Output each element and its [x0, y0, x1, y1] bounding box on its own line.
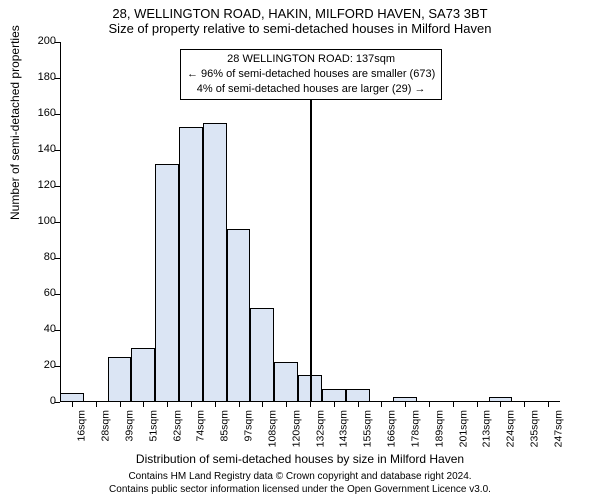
x-tick-mark	[120, 402, 121, 407]
x-tick-mark	[429, 402, 430, 407]
x-tick-mark	[96, 402, 97, 407]
histogram-bar	[179, 127, 203, 402]
histogram-bar	[227, 229, 251, 402]
footer-line-1: Contains HM Land Registry data © Crown c…	[0, 471, 600, 484]
footer-line-2: Contains public sector information licen…	[0, 484, 600, 497]
x-tick-label: 85sqm	[219, 410, 231, 442]
y-tick-mark	[55, 366, 60, 367]
y-tick-label: 140	[26, 143, 56, 155]
x-tick-mark	[239, 402, 240, 407]
y-tick-mark	[55, 294, 60, 295]
y-tick-mark	[55, 78, 60, 79]
histogram-bar	[60, 393, 84, 402]
y-tick-label: 0	[26, 395, 56, 407]
x-tick-label: 108sqm	[266, 410, 278, 447]
x-tick-label: 74sqm	[195, 410, 207, 442]
histogram-bar	[155, 164, 179, 402]
x-tick-mark	[358, 402, 359, 407]
x-tick-mark	[524, 402, 525, 407]
x-tick-label: 178sqm	[409, 410, 421, 447]
x-tick-label: 28sqm	[100, 410, 112, 442]
y-tick-label: 40	[26, 323, 56, 335]
x-tick-label: 189sqm	[433, 410, 445, 447]
x-tick-mark	[453, 402, 454, 407]
legend-line-3: 4% of semi-detached houses are larger (2…	[187, 82, 435, 97]
histogram-bar	[346, 389, 370, 402]
x-tick-label: 143sqm	[338, 410, 350, 447]
y-tick-label: 160	[26, 107, 56, 119]
footer: Contains HM Land Registry data © Crown c…	[0, 471, 600, 496]
chart-area: 28 WELLINGTON ROAD: 137sqm ← 96% of semi…	[60, 42, 560, 402]
legend-box: 28 WELLINGTON ROAD: 137sqm ← 96% of semi…	[180, 49, 442, 100]
x-tick-label: 62sqm	[171, 410, 183, 442]
x-tick-label: 224sqm	[504, 410, 516, 447]
x-tick-label: 166sqm	[385, 410, 397, 447]
y-tick-mark	[55, 114, 60, 115]
x-tick-mark	[548, 402, 549, 407]
y-tick-label: 20	[26, 359, 56, 371]
legend-line-1: 28 WELLINGTON ROAD: 137sqm	[187, 52, 435, 67]
y-tick-mark	[55, 402, 60, 403]
y-tick-label: 100	[26, 215, 56, 227]
x-tick-label: 120sqm	[290, 410, 302, 447]
y-tick-label: 200	[26, 35, 56, 47]
x-tick-label: 132sqm	[314, 410, 326, 447]
x-tick-mark	[262, 402, 263, 407]
x-tick-mark	[405, 402, 406, 407]
x-tick-label: 247sqm	[552, 410, 564, 447]
property-marker-line	[310, 51, 312, 402]
histogram-bar	[322, 389, 346, 402]
x-tick-label: 16sqm	[76, 410, 88, 442]
y-tick-label: 120	[26, 179, 56, 191]
histogram-bar	[274, 362, 298, 402]
y-tick-label: 60	[26, 287, 56, 299]
x-tick-mark	[500, 402, 501, 407]
x-tick-mark	[215, 402, 216, 407]
page-title: 28, WELLINGTON ROAD, HAKIN, MILFORD HAVE…	[0, 0, 600, 21]
x-tick-label: 155sqm	[362, 410, 374, 447]
y-tick-mark	[55, 258, 60, 259]
x-tick-label: 235sqm	[528, 410, 540, 447]
y-tick-label: 180	[26, 71, 56, 83]
x-tick-label: 39sqm	[124, 410, 136, 442]
x-tick-label: 201sqm	[457, 410, 469, 447]
y-tick-mark	[55, 42, 60, 43]
y-tick-mark	[55, 222, 60, 223]
page-subtitle: Size of property relative to semi-detach…	[0, 21, 600, 38]
histogram-bar	[108, 357, 132, 402]
y-tick-mark	[55, 330, 60, 331]
y-tick-label: 80	[26, 251, 56, 263]
x-tick-mark	[143, 402, 144, 407]
x-tick-mark	[167, 402, 168, 407]
x-tick-mark	[381, 402, 382, 407]
x-tick-mark	[72, 402, 73, 407]
histogram-bar	[131, 348, 155, 402]
x-tick-mark	[310, 402, 311, 407]
x-tick-label: 97sqm	[243, 410, 255, 442]
x-tick-mark	[477, 402, 478, 407]
y-tick-mark	[55, 186, 60, 187]
x-tick-mark	[334, 402, 335, 407]
x-axis-caption: Distribution of semi-detached houses by …	[0, 452, 600, 466]
x-tick-label: 213sqm	[481, 410, 493, 447]
histogram-bar	[203, 123, 227, 402]
x-tick-mark	[286, 402, 287, 407]
x-tick-label: 51sqm	[147, 410, 159, 442]
legend-line-2: ← 96% of semi-detached houses are smalle…	[187, 67, 435, 82]
histogram-bar	[250, 308, 274, 402]
x-tick-mark	[191, 402, 192, 407]
y-axis-label: Number of semi-detached properties	[8, 25, 22, 220]
y-tick-mark	[55, 150, 60, 151]
